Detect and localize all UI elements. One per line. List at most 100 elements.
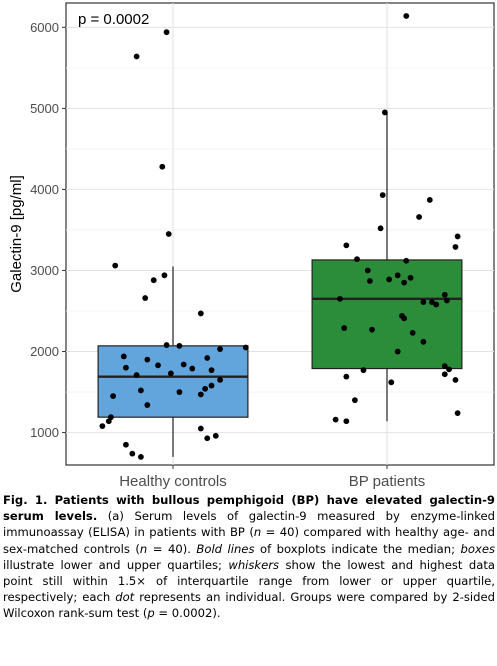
caption-text: illustrate lower and upper quartiles; xyxy=(3,557,229,572)
caption-text: represents an individual. Groups were co… xyxy=(3,590,495,621)
box xyxy=(311,259,463,370)
data-point xyxy=(364,267,371,274)
data-point xyxy=(161,272,168,279)
data-point xyxy=(441,371,448,378)
caption-text: (a) Serum levels of galectin-9 measured … xyxy=(3,509,496,540)
data-point xyxy=(212,432,219,439)
data-point xyxy=(409,329,416,336)
data-point xyxy=(189,365,196,372)
data-point xyxy=(112,262,119,269)
data-point xyxy=(394,348,401,355)
data-point xyxy=(416,214,422,220)
caption-text: = 0.0002). xyxy=(154,606,221,621)
data-point xyxy=(204,435,211,442)
data-point xyxy=(133,53,140,60)
caption-var: n xyxy=(253,525,262,540)
data-point xyxy=(99,423,106,429)
data-point xyxy=(176,342,183,349)
data-point xyxy=(360,367,367,374)
data-point xyxy=(165,231,172,237)
data-point xyxy=(202,385,209,392)
data-point xyxy=(452,376,459,383)
data-point xyxy=(429,299,435,305)
x-tick-label: BP patients xyxy=(349,473,425,490)
data-point xyxy=(403,13,410,19)
caption-text: show the lowest and highest data point s… xyxy=(3,557,495,605)
data-point xyxy=(129,450,136,457)
data-point xyxy=(388,379,395,386)
y-tick-label: 6000 xyxy=(30,20,59,35)
data-point xyxy=(163,29,170,36)
data-point xyxy=(444,297,450,304)
y-tick-label: 2000 xyxy=(30,344,59,359)
points xyxy=(99,13,461,460)
data-point xyxy=(159,163,166,170)
data-point xyxy=(403,257,410,264)
data-point xyxy=(105,418,112,425)
p-value-annotation: p = 0.0002 xyxy=(78,11,149,28)
data-point xyxy=(420,299,427,305)
data-point xyxy=(217,346,223,352)
data-point xyxy=(142,295,149,301)
data-point xyxy=(163,342,170,348)
box xyxy=(97,345,249,418)
data-point xyxy=(197,310,204,317)
caption-var: n xyxy=(139,541,148,556)
data-point xyxy=(377,225,384,232)
x-axis-ticks: Healthy controls BP patients xyxy=(119,465,425,490)
data-point xyxy=(208,367,215,374)
data-point xyxy=(110,393,116,400)
data-point xyxy=(197,391,204,398)
caption-text: = 40). xyxy=(147,541,197,556)
data-point xyxy=(138,453,144,460)
data-point xyxy=(150,277,157,284)
data-point xyxy=(217,376,223,383)
data-point xyxy=(426,197,433,203)
data-point xyxy=(337,295,343,302)
data-point xyxy=(441,291,448,298)
data-point xyxy=(433,301,440,308)
caption-text: of boxplots indicate the median; xyxy=(254,541,461,556)
data-point xyxy=(352,397,358,404)
data-point xyxy=(120,353,127,360)
boxplot-figure: 1000 2000 3000 4000 5000 6000 Healthy control… xyxy=(8,2,495,490)
y-axis-title: Galectin-9 [pg/ml] xyxy=(8,175,25,293)
y-tick-label: 3000 xyxy=(30,263,59,278)
data-point xyxy=(138,387,144,394)
data-point xyxy=(366,278,373,284)
data-point xyxy=(123,441,129,448)
data-point xyxy=(386,276,393,283)
data-point xyxy=(343,418,350,425)
data-point xyxy=(379,192,386,198)
data-point xyxy=(454,233,461,240)
data-point xyxy=(441,363,448,370)
data-point xyxy=(167,370,174,377)
boxes xyxy=(97,111,463,457)
data-point xyxy=(208,382,215,389)
y-tick-label: 4000 xyxy=(30,182,59,197)
caption-emphasis: boxes xyxy=(460,541,496,556)
x-tick-label: Healthy controls xyxy=(119,473,227,490)
data-point xyxy=(176,389,183,395)
data-point xyxy=(381,109,388,116)
data-point xyxy=(144,402,151,408)
caption-text: = 40) compared with healthy age- and sex… xyxy=(3,525,495,556)
y-axis-ticks: 1000 2000 3000 4000 5000 6000 xyxy=(30,20,66,440)
data-point xyxy=(407,274,414,281)
data-point xyxy=(454,410,461,417)
caption-emphasis: dot xyxy=(115,590,135,605)
data-point xyxy=(242,344,249,351)
data-point xyxy=(446,366,452,373)
figure-caption: Fig. 1. Patients with bullous pemphigoid… xyxy=(3,492,495,622)
data-point xyxy=(420,338,427,345)
data-point xyxy=(401,279,408,286)
data-point xyxy=(155,362,161,369)
caption-emphasis: Bold lines xyxy=(196,541,255,556)
caption-emphasis: whiskers xyxy=(228,557,280,572)
data-point xyxy=(123,364,129,371)
data-point xyxy=(452,244,459,250)
data-point xyxy=(343,373,350,380)
data-point xyxy=(401,315,408,322)
data-point xyxy=(341,325,348,331)
caption-var: p xyxy=(147,606,155,621)
